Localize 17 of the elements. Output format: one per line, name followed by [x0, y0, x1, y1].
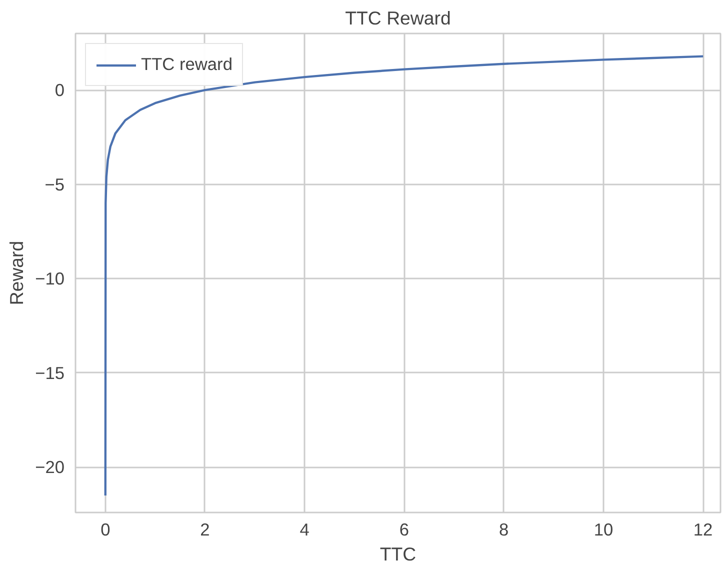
- x-tick-label: 10: [594, 520, 614, 540]
- y-tick-label: −5: [44, 174, 65, 194]
- x-tick-label: 4: [300, 520, 310, 540]
- y-tick-label: −10: [35, 268, 65, 289]
- x-tick-label: 12: [693, 520, 713, 540]
- y-tick-label: −20: [35, 457, 65, 478]
- legend-label: TTC reward: [141, 54, 232, 75]
- y-tick-label: 0: [54, 80, 65, 100]
- y-axis-title: Reward: [6, 240, 28, 306]
- chart-title: TTC Reward: [345, 8, 451, 28]
- line-series: [104, 55, 704, 497]
- x-tick-label: 0: [100, 520, 110, 540]
- x-axis-title: TTC: [380, 544, 416, 564]
- x-tick-label: 8: [499, 520, 509, 540]
- x-tick-label: 2: [200, 520, 210, 540]
- y-tick-label: −15: [35, 362, 65, 383]
- x-tick-label: 6: [399, 520, 410, 540]
